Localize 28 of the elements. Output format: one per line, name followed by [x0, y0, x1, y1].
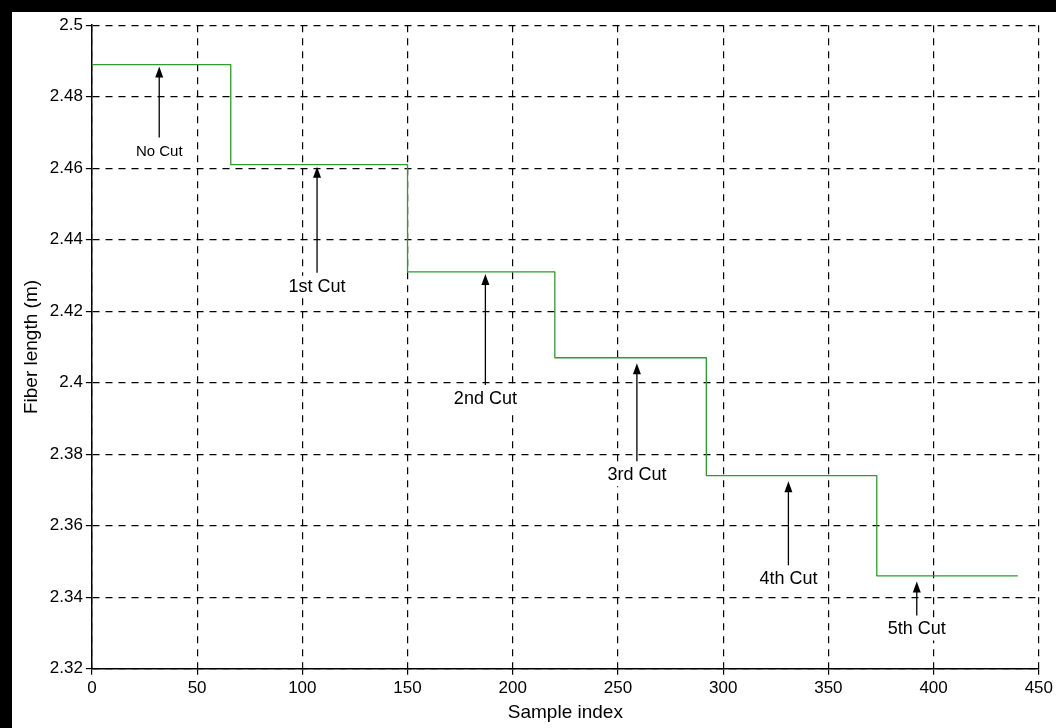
y-tick-label: 2.32: [49, 658, 83, 678]
x-tick-label: 300: [708, 677, 738, 697]
annotation: 3rd Cut: [607, 464, 667, 485]
y-tick-label: 2.46: [49, 157, 83, 177]
y-tick-label: 2.42: [49, 300, 83, 320]
y-tick-label: 2.48: [49, 86, 83, 106]
y-tick-label: 2.38: [49, 443, 83, 463]
annotation: No Cut: [135, 141, 184, 159]
annotation: 5th Cut: [887, 618, 946, 639]
y-tick-label: 2.5: [59, 14, 83, 34]
x-tick-label: 450: [1024, 677, 1054, 697]
x-tick-label: 50: [187, 677, 207, 697]
x-tick-label: 150: [393, 677, 422, 697]
annotation: 4th Cut: [759, 568, 818, 589]
x-tick-label: 0: [87, 677, 97, 697]
x-tick-label: 200: [498, 677, 527, 697]
annotation: 2nd Cut: [453, 387, 517, 408]
y-tick-label: 2.36: [49, 515, 83, 535]
x-axis-title: Sample index: [507, 700, 624, 722]
x-tick-label: 250: [603, 677, 633, 697]
x-tick-label: 100: [288, 677, 317, 697]
annotation: 1st Cut: [288, 275, 346, 296]
x-tick-label: 400: [919, 677, 948, 697]
y-tick-label: 2.34: [49, 586, 83, 606]
y-tick-label: 2.44: [49, 229, 83, 249]
y-tick-label: 2.4: [59, 372, 83, 392]
x-tick-label: 350: [814, 677, 843, 697]
y-axis-title: Fiber length (m): [19, 279, 41, 415]
